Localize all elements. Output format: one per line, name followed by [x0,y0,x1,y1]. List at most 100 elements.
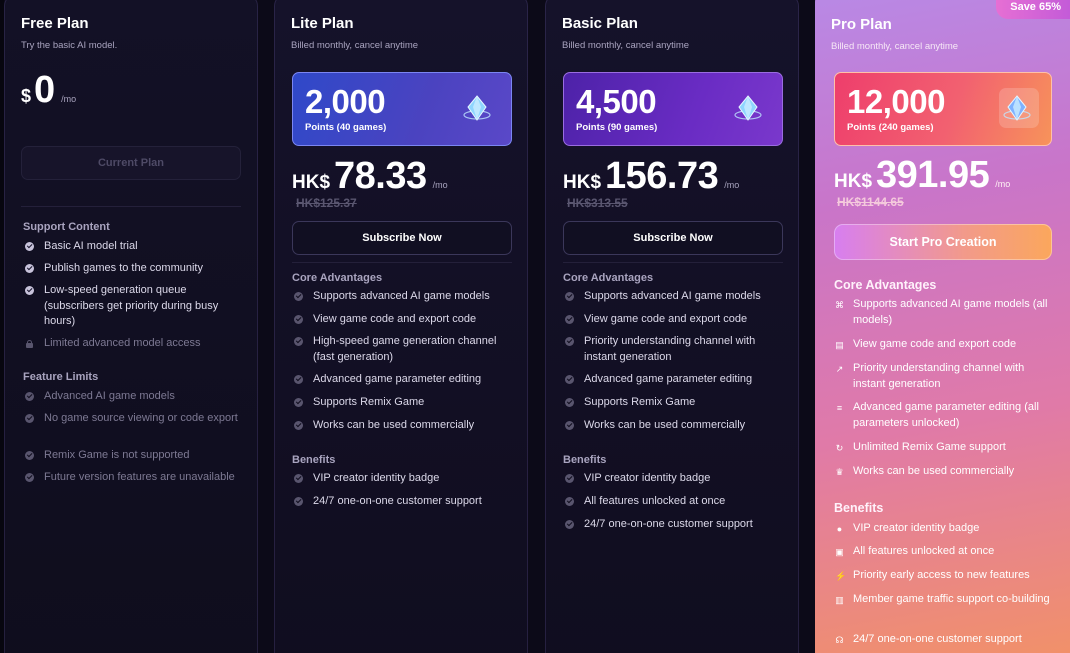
refresh-icon: ↻ [835,443,844,453]
check-icon [25,242,34,251]
crown-icon: ♛ [835,467,844,477]
check-icon [25,414,34,423]
feature-item: View game code and export code [563,312,788,328]
feature-item: Publish games to the community [23,261,248,277]
plan-name: Free Plan [21,15,89,32]
limit-item: No game source viewing or code export [23,411,248,427]
feature-item: ⌘ Supports advanced AI game models (all m… [835,298,1048,326]
price-amount: 78.33 [334,155,427,197]
currency: $ [21,86,32,106]
check-icon [565,520,574,529]
benefit-item: ⚡ Priority early access to new features [835,569,1030,581]
gem-icon [734,95,762,121]
core-title: Core Advantages [563,272,654,284]
limits-title: Feature Limits [23,371,99,383]
limit-item: Future version features are unavailable [23,470,248,486]
benefit-item: All features unlocked at once [563,494,788,510]
limit-item: Advanced AI game models [23,389,248,405]
feature-item: Supports Remix Game [292,395,517,411]
check-icon [565,375,574,384]
feature-item: High-speed game generation channel (fast… [292,334,517,365]
benefits-title: Benefits [292,454,336,466]
benefit-item: 24/7 one-on-one customer support [292,494,517,510]
check-icon [565,474,574,483]
bolt-icon: ⚡ [835,571,847,581]
plan-name: Lite Plan [291,15,354,32]
points-amount: 4,500 [576,83,657,120]
price-amount: 0 [34,69,56,111]
core-title: Core Advantages [292,272,383,284]
gamepad-icon: ⌘ [835,300,844,310]
feature-item: Supports advanced AI game models [563,289,788,305]
check-icon [565,337,574,346]
feature-item: View game code and export code [292,312,517,328]
benefit-item: 24/7 one-on-one customer support [563,517,788,533]
feature-item: Advanced game parameter editing [563,372,788,388]
badge-icon: ● [836,524,843,534]
feature-item: Works can be used commercially [292,418,517,434]
plan-subtitle: Try the basic AI model. [21,40,118,51]
check-icon [294,337,303,346]
check-icon [565,497,574,506]
code-icon: ▤ [835,340,844,350]
benefits-title: Benefits [563,454,607,466]
points-amount: 2,000 [305,83,386,120]
lock-icon [25,339,34,348]
start-pro-button[interactable]: Start Pro Creation [834,224,1052,260]
price: HK$ 391.95 /mo [834,154,1010,197]
check-icon [25,286,34,295]
trend-up-icon: ↗ [835,364,844,374]
subscribe-button[interactable]: Subscribe Now [292,221,512,255]
price-amount: 391.95 [876,154,990,196]
price-period: /mo [432,180,448,190]
feature-item: Limited advanced model access [23,336,248,352]
check-icon [294,315,303,324]
pro-plan-card: Save 65% Pro Plan Billed monthly, cancel… [815,0,1070,653]
points-box: 2,000 Points (40 games) [292,72,512,146]
points-amount: 12,000 [847,83,945,120]
price-period: /mo [724,180,740,190]
check-icon [565,398,574,407]
chart-icon: ▥ [835,595,844,605]
gift-icon: ▣ [835,547,844,557]
feature-item: ↻ Unlimited Remix Game support [835,441,1006,453]
check-icon [565,315,574,324]
feature-item: ↗ Priority understanding channel with ins… [835,362,1025,390]
benefits-title: Benefits [834,501,884,515]
points-games: Points (90 games) [576,122,658,133]
gem-icon [463,95,491,121]
currency: HK$ [292,172,331,193]
benefit-item: VIP creator identity badge [292,471,517,487]
original-price: HK$313.55 [567,196,628,210]
divider [563,262,783,263]
price-amount: 156.73 [605,155,719,197]
benefit-item: ▣ All features unlocked at once [835,545,995,557]
feature-item: Basic AI model trial [23,239,248,255]
check-icon [294,474,303,483]
feature-item: Supports Remix Game [563,395,788,411]
check-icon [294,398,303,407]
check-icon [25,451,34,460]
feature-item: ▤ View game code and export code [835,338,1017,350]
currency: HK$ [834,171,873,192]
plan-subtitle: Billed monthly, cancel anytime [562,40,690,51]
limit-item: Remix Game is not supported [23,448,248,464]
check-icon [25,473,34,482]
plan-subtitle: Billed monthly, cancel anytime [831,41,959,52]
check-icon [294,421,303,430]
free-plan-card: Free Plan Try the basic AI model. $ 0 /m… [4,0,258,653]
original-price: HK$1144.65 [837,195,904,209]
gem-icon [1003,95,1031,121]
points-box: 12,000 Points (240 games) [834,72,1052,146]
feature-item: Low-speed generation queue (subscribers … [23,283,248,330]
price: HK$ 78.33 /mo [292,155,448,198]
feature-item: ≡ Advanced game parameter editing (all pa… [836,401,1039,429]
feature-item: ♛ Works can be used commercially [835,465,1015,477]
benefit-item: ▥ Member game traffic support co-building [835,593,1050,605]
core-title: Core Advantages [834,278,937,292]
subscribe-button[interactable]: Subscribe Now [563,221,783,255]
current-plan-button[interactable]: Current Plan [21,146,241,180]
left-edge [0,0,4,653]
check-icon [294,375,303,384]
